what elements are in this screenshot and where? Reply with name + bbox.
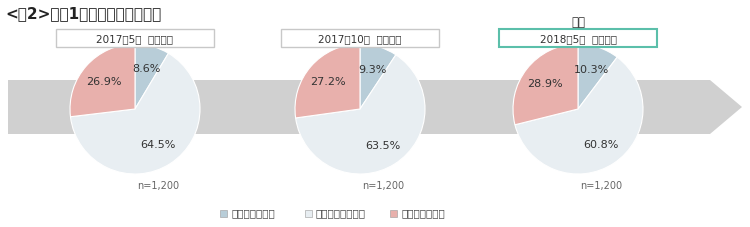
- Wedge shape: [515, 58, 643, 174]
- Text: 10.3%: 10.3%: [574, 65, 609, 75]
- Wedge shape: [578, 45, 617, 109]
- Text: 28.9%: 28.9%: [527, 79, 562, 89]
- Text: <図2>今後1年間の景気の見通し: <図2>今後1年間の景気の見通し: [5, 6, 161, 21]
- Bar: [281, 30, 439, 48]
- Wedge shape: [513, 45, 578, 125]
- Polygon shape: [8, 81, 742, 134]
- Text: n=1,200: n=1,200: [362, 180, 404, 190]
- Text: 今回: 今回: [571, 16, 585, 29]
- Wedge shape: [296, 56, 425, 174]
- Text: 9.3%: 9.3%: [358, 64, 386, 74]
- Text: 27.2%: 27.2%: [310, 77, 346, 87]
- Text: 良くなると思う: 良くなると思う: [231, 207, 274, 217]
- Wedge shape: [360, 45, 396, 109]
- Wedge shape: [295, 45, 360, 118]
- Wedge shape: [70, 45, 135, 117]
- Text: 2017年5月  調査時点: 2017年5月 調査時点: [97, 34, 173, 44]
- Text: n=1,200: n=1,200: [136, 180, 178, 190]
- Bar: [499, 30, 657, 48]
- Bar: [390, 210, 397, 217]
- Text: 63.5%: 63.5%: [365, 140, 400, 150]
- Text: 変わらないと思う: 変わらないと思う: [316, 207, 366, 217]
- Text: 60.8%: 60.8%: [584, 140, 619, 150]
- Text: 64.5%: 64.5%: [140, 140, 176, 150]
- Text: 8.6%: 8.6%: [132, 64, 160, 74]
- Bar: [305, 210, 312, 217]
- Text: 26.9%: 26.9%: [86, 77, 122, 86]
- Text: 2018年5月  調査時点: 2018年5月 調査時点: [539, 34, 616, 44]
- Text: 悪くなると思う: 悪くなると思う: [401, 207, 445, 217]
- Bar: [56, 30, 214, 48]
- Text: 2017年10月  調査時点: 2017年10月 調査時点: [318, 34, 402, 44]
- Wedge shape: [70, 54, 200, 174]
- Wedge shape: [135, 45, 169, 109]
- Text: n=1,200: n=1,200: [580, 180, 622, 190]
- Bar: [220, 210, 227, 217]
